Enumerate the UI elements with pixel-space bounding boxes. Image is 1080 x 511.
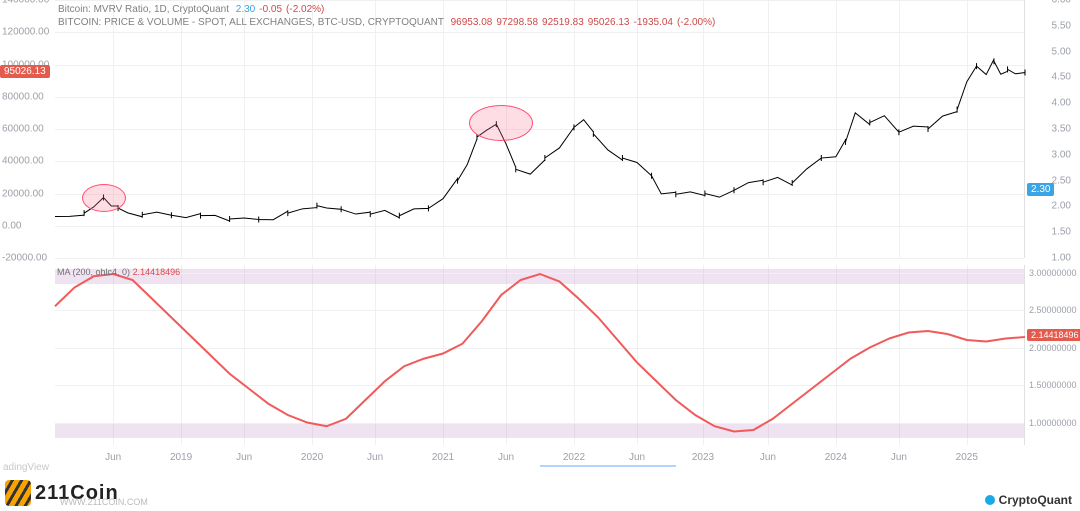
sub-y-tick: 1.00000000 (1029, 418, 1071, 428)
x-tick: 2021 (432, 452, 454, 511)
y-left-tick: 40000.00 (2, 156, 54, 167)
y-left-tick: 20000.00 (2, 188, 54, 199)
chart-title-line1: Bitcoin: MVRV Ratio, 1D, CryptoQuant 2.3… (58, 4, 324, 15)
y-right-tick: 5.00 (1029, 46, 1071, 57)
x-tick: 2022 (563, 452, 585, 511)
y-right-tick: 4.50 (1029, 72, 1071, 83)
y-left-tick: 80000.00 (2, 91, 54, 102)
tradingview-watermark: adingView (3, 462, 49, 473)
211coin-logo-icon (5, 480, 31, 506)
y-left-tick: 140000.00 (2, 0, 54, 6)
ma-value-badge: 2.14418496 (1027, 329, 1080, 341)
y-right-tick: 6.00 (1029, 0, 1071, 6)
x-tick: 2020 (301, 452, 323, 511)
sub-y-tick: 3.00000000 (1029, 268, 1071, 278)
price-line (55, 58, 1025, 222)
x-tick: Jun (498, 452, 514, 511)
main-chart-panel[interactable] (55, 0, 1025, 258)
x-tick: Jun (367, 452, 383, 511)
price-badge: 95026.13 (0, 65, 50, 78)
sub-y-tick: 2.00000000 (1029, 343, 1071, 353)
y-right-tick: 5.50 (1029, 20, 1071, 31)
x-tick: 2019 (170, 452, 192, 511)
ma-line (55, 274, 1025, 432)
chart-title-line2: BITCOIN: PRICE & VOLUME - SPOT, ALL EXCH… (58, 17, 715, 28)
y-left-tick: 120000.00 (2, 27, 54, 38)
y-right-tick: 1.50 (1029, 227, 1071, 238)
x-tick: Jun (236, 452, 252, 511)
y-right-tick: 1.00 (1029, 253, 1071, 264)
sub-y-tick: 2.50000000 (1029, 305, 1071, 315)
highlight-oval-0 (82, 184, 126, 212)
y-right-tick: 3.50 (1029, 124, 1071, 135)
x-tick: Jun (105, 452, 121, 511)
y-right-tick: 3.00 (1029, 149, 1071, 160)
sub-chart-panel[interactable] (55, 265, 1025, 445)
timeline-highlight-bar (540, 465, 676, 467)
y-left-tick: 0.00 (2, 220, 54, 231)
cryptoquant-dot-icon (985, 495, 995, 505)
ma-indicator-label: MA (200, ohlc4, 0) 2.14418496 (57, 267, 180, 277)
y-left-tick: 60000.00 (2, 124, 54, 135)
x-tick: 2023 (692, 452, 714, 511)
watermark-url: WWW.211COIN.COM (60, 497, 148, 507)
x-tick: Jun (891, 452, 907, 511)
y-right-tick: 2.00 (1029, 201, 1071, 212)
highlight-oval-1 (469, 105, 533, 141)
cryptoquant-logo: CryptoQuant (985, 493, 1072, 507)
y-right-tick: 4.00 (1029, 98, 1071, 109)
x-tick: Jun (760, 452, 776, 511)
x-tick: 2024 (825, 452, 847, 511)
y-left-tick: -20000.00 (2, 253, 54, 264)
x-tick: Jun (629, 452, 645, 511)
x-tick: 2025 (956, 452, 978, 511)
mvrv-badge: 2.30 (1027, 183, 1054, 196)
sub-y-tick: 1.50000000 (1029, 380, 1071, 390)
